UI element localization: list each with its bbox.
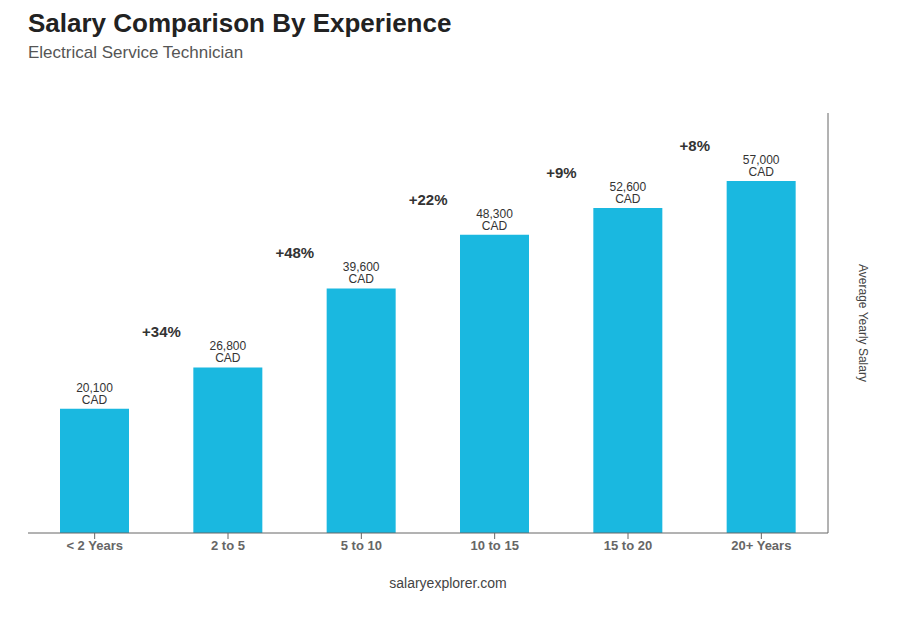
svg-text:26,800CAD: 26,800CAD [209, 339, 246, 365]
svg-text:52,600CAD: 52,600CAD [609, 180, 646, 206]
svg-text:+48%: +48% [275, 244, 314, 261]
svg-text:20,100CAD: 20,100CAD [76, 381, 113, 407]
svg-text:15 to 20: 15 to 20 [604, 538, 652, 553]
html-text:salaryexplorer.com: salaryexplorer.com [389, 575, 507, 591]
svg-text:39,600CAD: 39,600CAD [343, 260, 380, 286]
svg-text:+8%: +8% [680, 137, 710, 154]
svg-text:< 2 Years: < 2 Years [66, 538, 123, 553]
svg-text:20+ Years: 20+ Years [731, 538, 791, 553]
html-text:Electrical Service Technician: Electrical Service Technician [28, 43, 244, 62]
svg-text:+9%: +9% [546, 164, 576, 181]
svg-text:+34%: +34% [142, 323, 181, 340]
html-text:Salary Comparison By Experienc: Salary Comparison By Experience [28, 8, 452, 38]
svg-text:Average Yearly Salary: Average Yearly Salary [856, 264, 870, 382]
svg-text:+22%: +22% [409, 191, 448, 208]
svg-text:5 to 10: 5 to 10 [341, 538, 382, 553]
svg-text:57,000CAD: 57,000CAD [743, 153, 780, 179]
svg-text:10 to 15: 10 to 15 [470, 538, 518, 553]
svg-text:48,300CAD: 48,300CAD [476, 207, 513, 233]
svg-text:2 to 5: 2 to 5 [211, 538, 245, 553]
